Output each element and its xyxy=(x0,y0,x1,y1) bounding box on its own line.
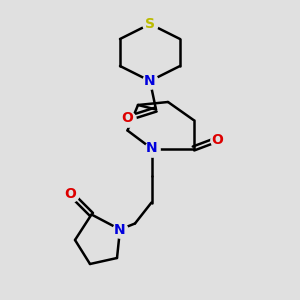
Text: N: N xyxy=(114,223,126,236)
Text: O: O xyxy=(64,187,76,200)
Text: O: O xyxy=(212,133,224,146)
Text: N: N xyxy=(146,142,157,155)
Text: S: S xyxy=(145,17,155,31)
Text: O: O xyxy=(122,112,134,125)
Text: N: N xyxy=(144,74,156,88)
